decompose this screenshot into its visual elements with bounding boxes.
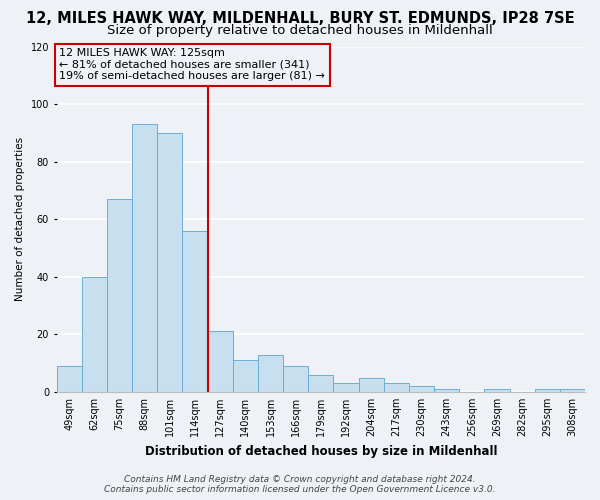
- Bar: [334, 384, 359, 392]
- Bar: [283, 366, 308, 392]
- Bar: [233, 360, 258, 392]
- Text: Contains HM Land Registry data © Crown copyright and database right 2024.
Contai: Contains HM Land Registry data © Crown c…: [104, 474, 496, 494]
- X-axis label: Distribution of detached houses by size in Mildenhall: Distribution of detached houses by size …: [145, 444, 497, 458]
- Bar: [535, 389, 560, 392]
- Bar: [182, 230, 208, 392]
- Bar: [132, 124, 157, 392]
- Bar: [258, 354, 283, 392]
- Bar: [308, 374, 334, 392]
- Text: 12 MILES HAWK WAY: 125sqm
← 81% of detached houses are smaller (341)
19% of semi: 12 MILES HAWK WAY: 125sqm ← 81% of detac…: [59, 48, 325, 82]
- Bar: [56, 366, 82, 392]
- Bar: [157, 133, 182, 392]
- Text: Size of property relative to detached houses in Mildenhall: Size of property relative to detached ho…: [107, 24, 493, 37]
- Y-axis label: Number of detached properties: Number of detached properties: [15, 137, 25, 302]
- Bar: [384, 384, 409, 392]
- Bar: [409, 386, 434, 392]
- Bar: [82, 277, 107, 392]
- Bar: [107, 199, 132, 392]
- Bar: [359, 378, 384, 392]
- Bar: [434, 389, 459, 392]
- Bar: [560, 389, 585, 392]
- Bar: [484, 389, 509, 392]
- Bar: [208, 332, 233, 392]
- Text: 12, MILES HAWK WAY, MILDENHALL, BURY ST. EDMUNDS, IP28 7SE: 12, MILES HAWK WAY, MILDENHALL, BURY ST.…: [26, 11, 574, 26]
